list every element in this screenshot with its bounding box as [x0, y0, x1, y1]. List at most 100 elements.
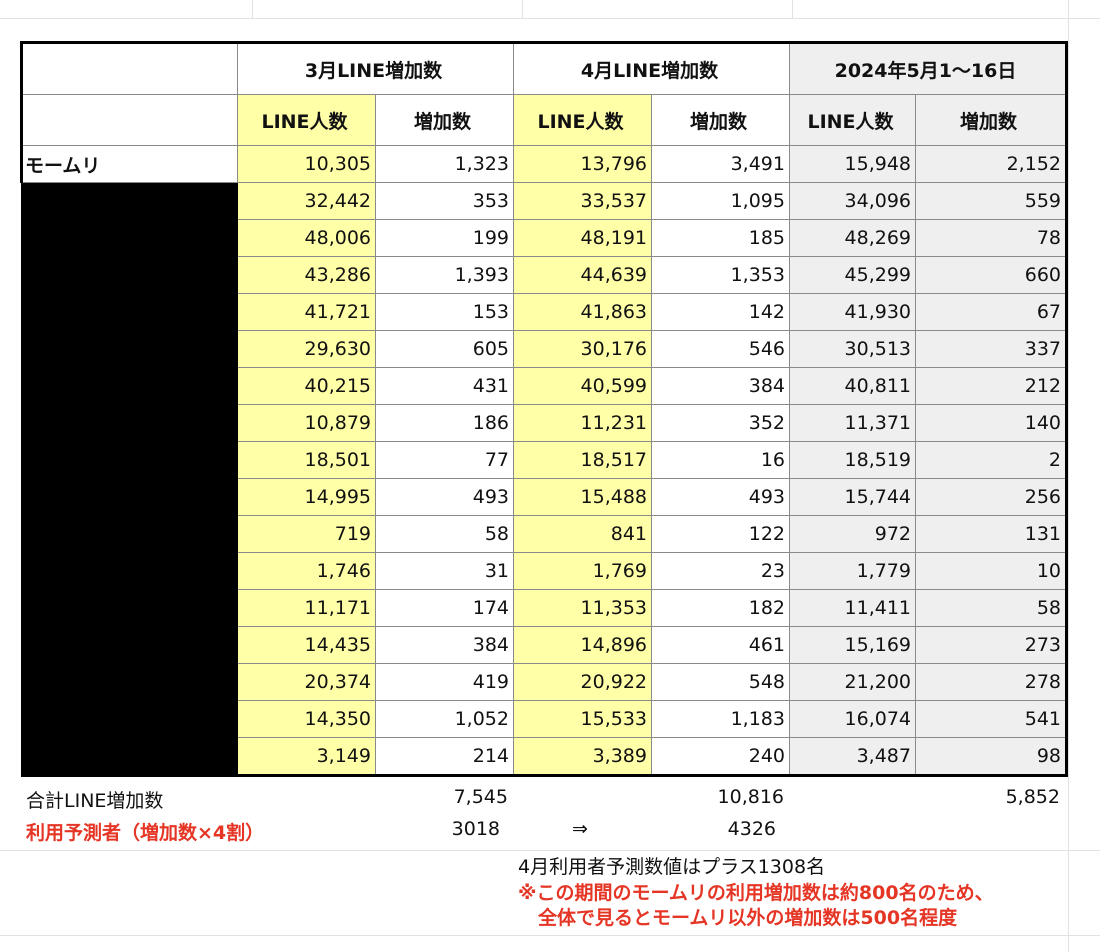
may-people-cell[interactable]: 15,169: [789, 626, 916, 664]
may-increase-cell[interactable]: 273: [915, 626, 1068, 664]
march-increase-cell[interactable]: 493: [375, 478, 514, 516]
may-people-cell[interactable]: 1,779: [789, 552, 916, 590]
may-people-cell[interactable]: 41,930: [789, 293, 916, 331]
forecast-march[interactable]: 3018: [451, 818, 500, 840]
may-increase-cell[interactable]: 278: [915, 663, 1068, 701]
april-increase-cell[interactable]: 546: [651, 330, 790, 368]
total-march[interactable]: 7,545: [453, 786, 508, 808]
march-people-cell[interactable]: 10,305: [237, 145, 376, 183]
header-april[interactable]: 4月LINE増加数: [513, 41, 790, 95]
april-people-cell[interactable]: 20,922: [513, 663, 652, 701]
april-people-cell[interactable]: 13,796: [513, 145, 652, 183]
april-people-cell[interactable]: 40,599: [513, 367, 652, 405]
april-people-cell[interactable]: 11,353: [513, 589, 652, 627]
header-march[interactable]: 3月LINE増加数: [237, 41, 514, 95]
total-may[interactable]: 5,852: [1005, 786, 1060, 808]
may-increase-cell[interactable]: 67: [915, 293, 1068, 331]
forecast-april[interactable]: 4326: [727, 818, 776, 840]
may-increase-cell[interactable]: 10: [915, 552, 1068, 590]
header-may-increase[interactable]: 増加数: [915, 94, 1068, 146]
march-increase-cell[interactable]: 605: [375, 330, 514, 368]
may-people-cell[interactable]: 34,096: [789, 182, 916, 220]
march-increase-cell[interactable]: 214: [375, 737, 514, 777]
may-increase-cell[interactable]: 2,152: [915, 145, 1068, 183]
may-people-cell[interactable]: 3,487: [789, 737, 916, 777]
march-increase-cell[interactable]: 1,323: [375, 145, 514, 183]
march-people-cell[interactable]: 41,721: [237, 293, 376, 331]
red-note-line2[interactable]: 全体で見るとモームリ以外の増加数は500名程度: [538, 907, 958, 929]
header-april-increase[interactable]: 増加数: [651, 94, 790, 146]
march-increase-cell[interactable]: 31: [375, 552, 514, 590]
march-people-cell[interactable]: 20,374: [237, 663, 376, 701]
may-people-cell[interactable]: 45,299: [789, 256, 916, 294]
april-people-cell[interactable]: 11,231: [513, 404, 652, 442]
header-may[interactable]: 2024年5月1～16日: [789, 41, 1068, 95]
march-people-cell[interactable]: 14,350: [237, 700, 376, 738]
march-people-cell[interactable]: 10,879: [237, 404, 376, 442]
march-increase-cell[interactable]: 1,052: [375, 700, 514, 738]
april-increase-cell[interactable]: 122: [651, 515, 790, 553]
april-increase-cell[interactable]: 142: [651, 293, 790, 331]
april-people-cell[interactable]: 41,863: [513, 293, 652, 331]
march-people-cell[interactable]: 32,442: [237, 182, 376, 220]
march-increase-cell[interactable]: 199: [375, 219, 514, 257]
may-people-cell[interactable]: 18,519: [789, 441, 916, 479]
may-people-cell[interactable]: 30,513: [789, 330, 916, 368]
header-march-increase[interactable]: 増加数: [375, 94, 514, 146]
may-increase-cell[interactable]: 78: [915, 219, 1068, 257]
may-increase-cell[interactable]: 140: [915, 404, 1068, 442]
may-people-cell[interactable]: 16,074: [789, 700, 916, 738]
april-people-cell[interactable]: 18,517: [513, 441, 652, 479]
may-increase-cell[interactable]: 559: [915, 182, 1068, 220]
march-increase-cell[interactable]: 431: [375, 367, 514, 405]
march-people-cell[interactable]: 48,006: [237, 219, 376, 257]
total-label[interactable]: 合計LINE増加数: [26, 790, 164, 812]
april-increase-cell[interactable]: 182: [651, 589, 790, 627]
april-increase-cell[interactable]: 185: [651, 219, 790, 257]
service-name-cell[interactable]: モームリ: [20, 145, 238, 183]
may-people-cell[interactable]: 15,744: [789, 478, 916, 516]
may-people-cell[interactable]: 15,948: [789, 145, 916, 183]
may-people-cell[interactable]: 21,200: [789, 663, 916, 701]
may-people-cell[interactable]: 972: [789, 515, 916, 553]
april-increase-cell[interactable]: 3,491: [651, 145, 790, 183]
april-increase-cell[interactable]: 352: [651, 404, 790, 442]
header-corner-cell[interactable]: [20, 41, 238, 95]
march-people-cell[interactable]: 14,435: [237, 626, 376, 664]
may-increase-cell[interactable]: 58: [915, 589, 1068, 627]
forecast-note[interactable]: 4月利用者予測数値はプラス1308名: [518, 856, 826, 878]
april-people-cell[interactable]: 841: [513, 515, 652, 553]
march-people-cell[interactable]: 18,501: [237, 441, 376, 479]
april-people-cell[interactable]: 30,176: [513, 330, 652, 368]
april-people-cell[interactable]: 48,191: [513, 219, 652, 257]
april-people-cell[interactable]: 1,769: [513, 552, 652, 590]
april-people-cell[interactable]: 15,533: [513, 700, 652, 738]
april-increase-cell[interactable]: 384: [651, 367, 790, 405]
april-increase-cell[interactable]: 23: [651, 552, 790, 590]
april-increase-cell[interactable]: 16: [651, 441, 790, 479]
march-people-cell[interactable]: 14,995: [237, 478, 376, 516]
header-april-people[interactable]: LINE人数: [513, 94, 652, 146]
march-increase-cell[interactable]: 153: [375, 293, 514, 331]
header-blank-cell[interactable]: [20, 94, 238, 146]
header-march-people[interactable]: LINE人数: [237, 94, 376, 146]
may-increase-cell[interactable]: 98: [915, 737, 1068, 777]
april-people-cell[interactable]: 3,389: [513, 737, 652, 777]
april-increase-cell[interactable]: 493: [651, 478, 790, 516]
march-people-cell[interactable]: 40,215: [237, 367, 376, 405]
march-increase-cell[interactable]: 186: [375, 404, 514, 442]
march-increase-cell[interactable]: 353: [375, 182, 514, 220]
march-people-cell[interactable]: 1,746: [237, 552, 376, 590]
march-people-cell[interactable]: 29,630: [237, 330, 376, 368]
march-increase-cell[interactable]: 384: [375, 626, 514, 664]
april-increase-cell[interactable]: 240: [651, 737, 790, 777]
april-increase-cell[interactable]: 1,095: [651, 182, 790, 220]
may-increase-cell[interactable]: 541: [915, 700, 1068, 738]
march-people-cell[interactable]: 43,286: [237, 256, 376, 294]
april-increase-cell[interactable]: 461: [651, 626, 790, 664]
may-increase-cell[interactable]: 660: [915, 256, 1068, 294]
april-increase-cell[interactable]: 1,183: [651, 700, 790, 738]
april-people-cell[interactable]: 44,639: [513, 256, 652, 294]
header-may-people[interactable]: LINE人数: [789, 94, 916, 146]
april-people-cell[interactable]: 14,896: [513, 626, 652, 664]
